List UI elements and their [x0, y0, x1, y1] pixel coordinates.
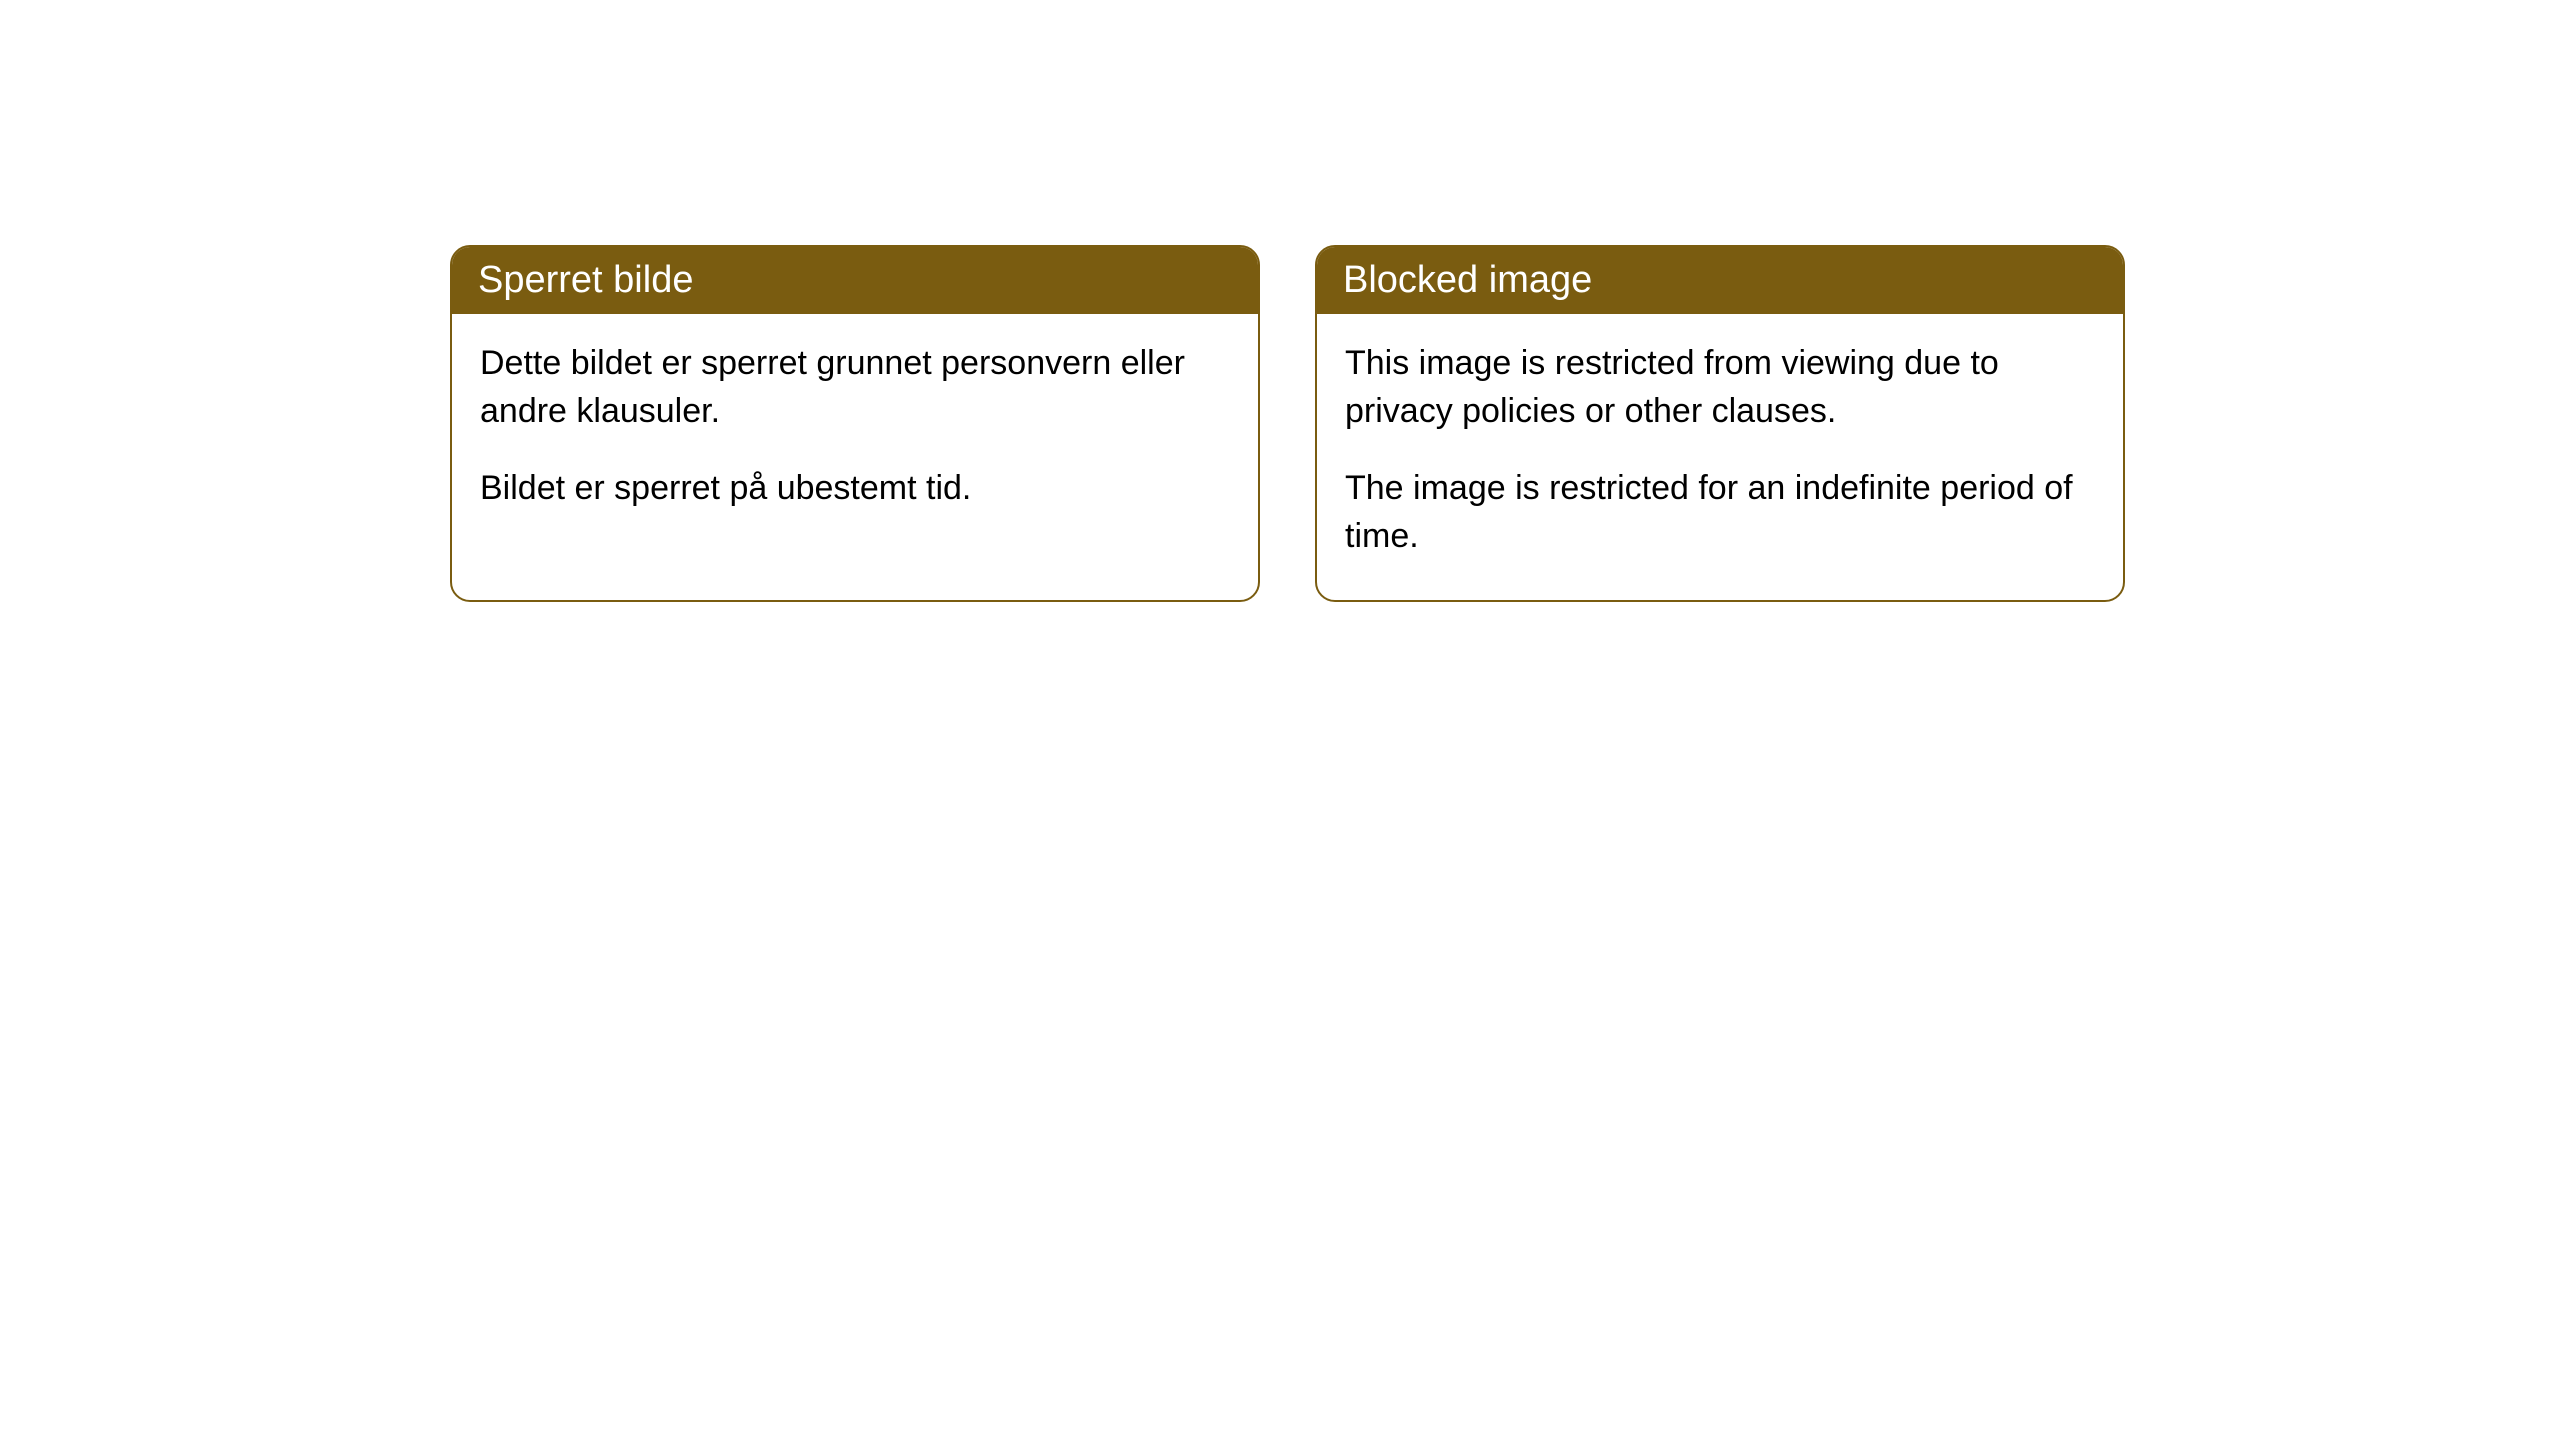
card-paragraph: The image is restricted for an indefinit…: [1345, 465, 2095, 560]
card-paragraph: This image is restricted from viewing du…: [1345, 340, 2095, 435]
card-paragraph: Dette bildet er sperret grunnet personve…: [480, 340, 1230, 435]
notice-cards-container: Sperret bilde Dette bildet er sperret gr…: [450, 245, 2560, 602]
blocked-image-card-norwegian: Sperret bilde Dette bildet er sperret gr…: [450, 245, 1260, 602]
card-body: This image is restricted from viewing du…: [1317, 314, 2123, 600]
card-title: Blocked image: [1343, 259, 1592, 301]
card-paragraph: Bildet er sperret på ubestemt tid.: [480, 465, 1230, 513]
card-title: Sperret bilde: [478, 259, 693, 301]
card-header: Sperret bilde: [452, 247, 1258, 314]
card-header: Blocked image: [1317, 247, 2123, 314]
blocked-image-card-english: Blocked image This image is restricted f…: [1315, 245, 2125, 602]
card-body: Dette bildet er sperret grunnet personve…: [452, 314, 1258, 553]
